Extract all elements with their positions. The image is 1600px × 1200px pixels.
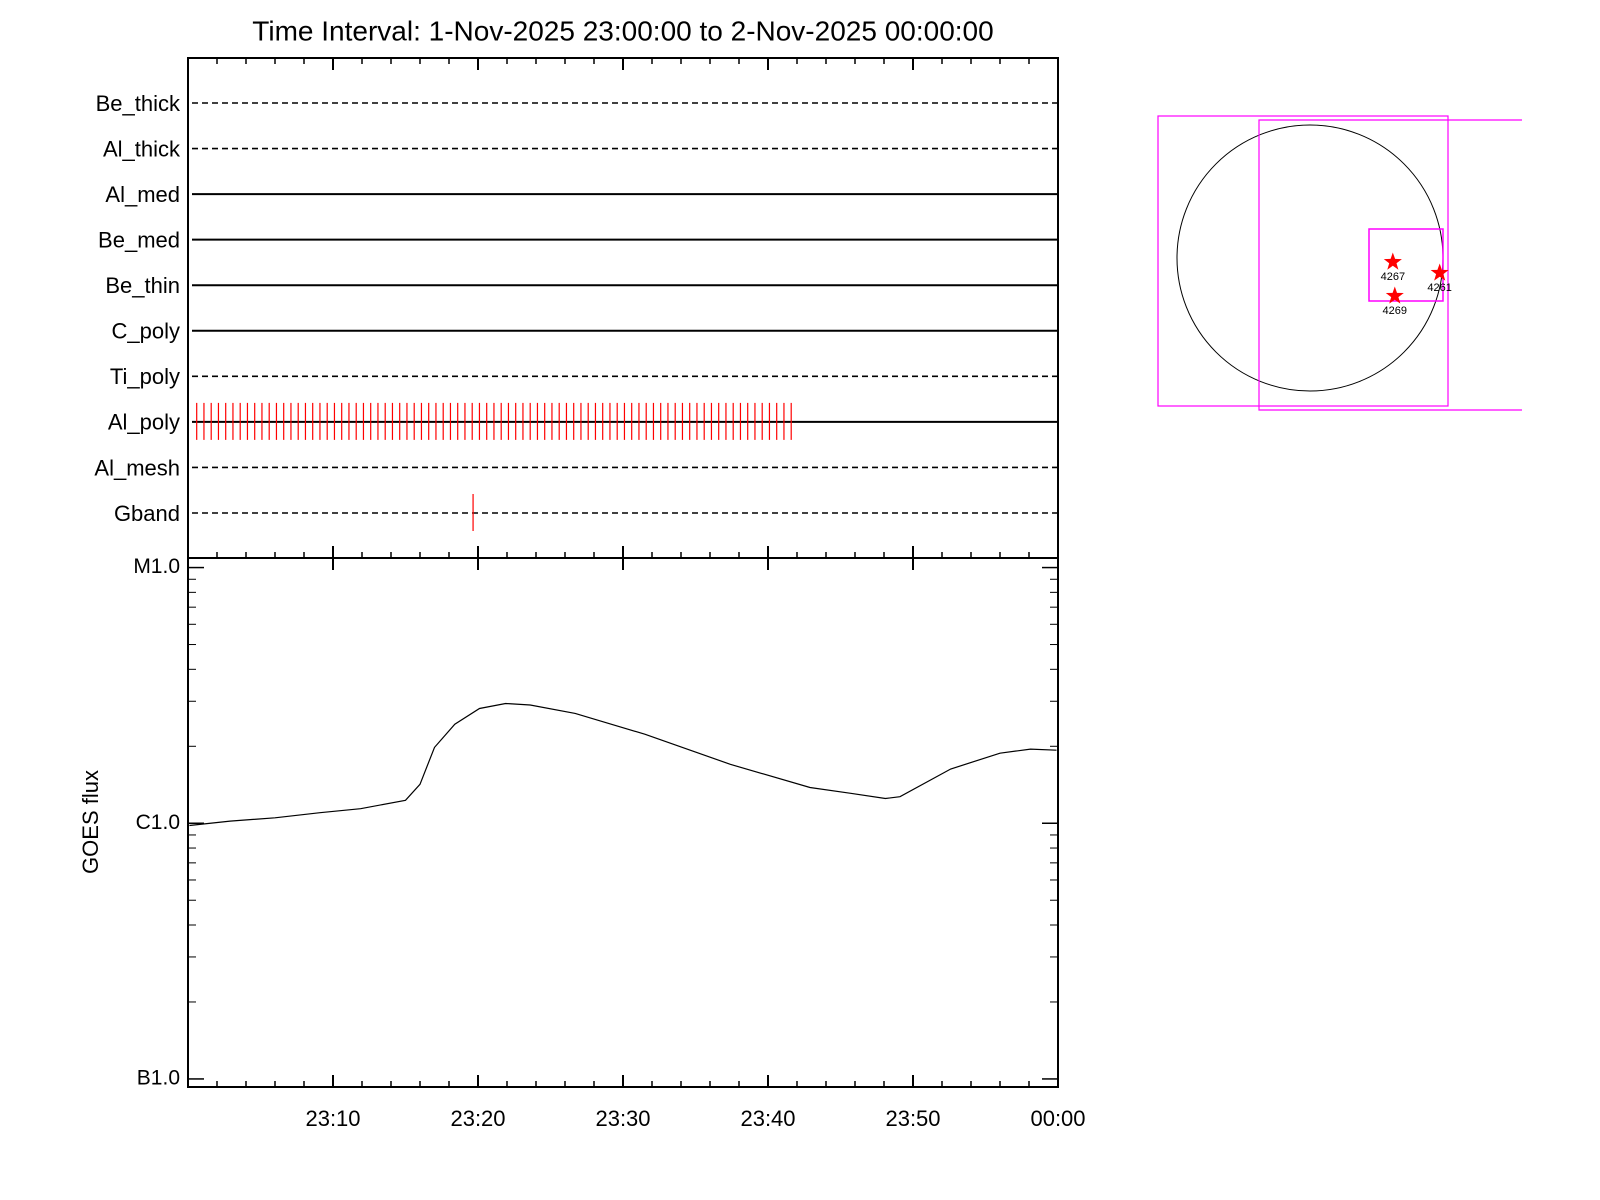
region-label: 4267 bbox=[1381, 271, 1405, 283]
x-tick-label: 23:50 bbox=[885, 1106, 940, 1131]
region-star bbox=[1385, 286, 1404, 304]
row-label: Al_med bbox=[105, 182, 180, 207]
timeline-frame bbox=[187, 57, 1059, 559]
solar-disk bbox=[1176, 124, 1444, 392]
field-of-view bbox=[1368, 228, 1444, 302]
field-of-view bbox=[1157, 115, 1449, 407]
y-tick-label: M1.0 bbox=[133, 555, 180, 578]
field-of-view bbox=[1258, 119, 1522, 411]
x-tick-label: 23:20 bbox=[450, 1106, 505, 1131]
x-tick-label: 23:40 bbox=[740, 1106, 795, 1131]
row-label: Gband bbox=[114, 501, 180, 526]
region-label: 4269 bbox=[1383, 305, 1407, 317]
y-axis-label: GOES flux bbox=[78, 770, 103, 874]
chart-title: Time Interval: 1-Nov-2025 23:00:00 to 2-… bbox=[252, 15, 993, 46]
y-tick-label: C1.0 bbox=[136, 811, 180, 834]
row-label: Be_thin bbox=[105, 273, 180, 298]
x-tick-label: 23:30 bbox=[595, 1106, 650, 1131]
region-star bbox=[1430, 263, 1449, 281]
row-label: C_poly bbox=[112, 319, 180, 344]
row-label: Be_med bbox=[98, 227, 180, 252]
flux-line bbox=[189, 702, 1057, 827]
flux-frame bbox=[187, 557, 1059, 1088]
row-label: Ti_poly bbox=[110, 364, 180, 389]
row-label: Al_mesh bbox=[94, 455, 180, 480]
row-label: Al_poly bbox=[108, 410, 180, 435]
row-label: Al_thick bbox=[103, 136, 181, 161]
y-tick-label: B1.0 bbox=[137, 1066, 180, 1089]
x-tick-label: 00:00 bbox=[1030, 1106, 1085, 1131]
region-label: 4261 bbox=[1427, 282, 1451, 294]
row-label: Be_thick bbox=[96, 91, 181, 116]
x-tick-label: 23:10 bbox=[305, 1106, 360, 1131]
region-star bbox=[1383, 252, 1402, 270]
